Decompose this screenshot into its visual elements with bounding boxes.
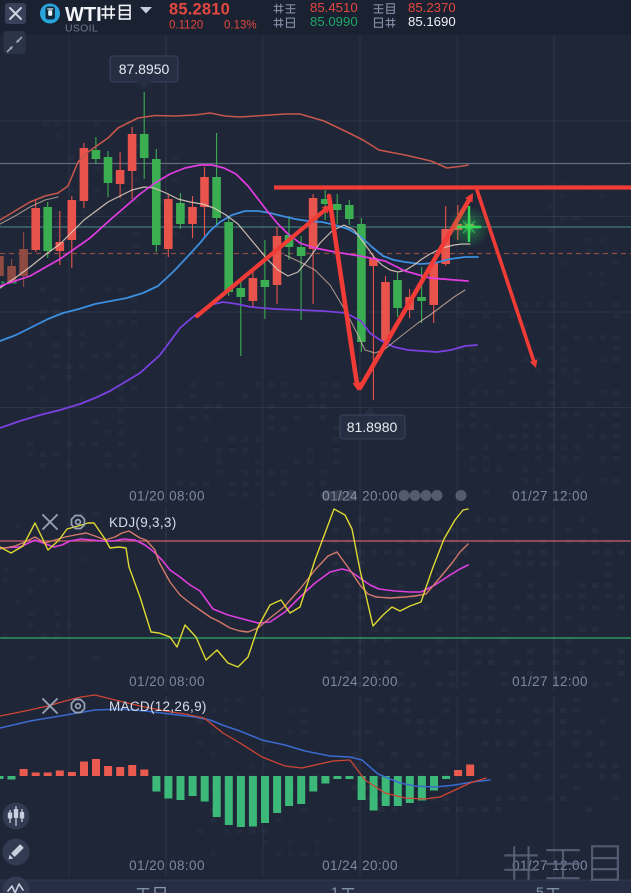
svg-text:85.0990: 85.0990: [310, 14, 358, 29]
svg-text:85.2810: 85.2810: [169, 0, 230, 18]
svg-text:USOIL: USOIL: [65, 23, 98, 35]
svg-text:01/24 20:00: 01/24 20:00: [322, 858, 398, 873]
svg-text:01/27 12:00: 01/27 12:00: [512, 489, 588, 504]
svg-text:5: 5: [536, 884, 544, 893]
svg-text:85.4510: 85.4510: [310, 0, 358, 15]
svg-text:01/20 08:00: 01/20 08:00: [129, 489, 205, 504]
svg-text:0.13%: 0.13%: [224, 19, 257, 31]
svg-text:87.8950: 87.8950: [119, 61, 170, 77]
svg-text:01/27 12:00: 01/27 12:00: [512, 674, 588, 689]
svg-text:1: 1: [331, 884, 339, 893]
svg-text:81.8980: 81.8980: [347, 419, 398, 435]
svg-text:01/24 20:00: 01/24 20:00: [322, 674, 398, 689]
svg-text:85.1690: 85.1690: [408, 14, 456, 29]
svg-text:WTI: WTI: [65, 4, 102, 26]
svg-text:0.1120: 0.1120: [169, 19, 203, 31]
svg-text:01/24 20:00: 01/24 20:00: [322, 489, 398, 504]
svg-text:MACD(12,26,9): MACD(12,26,9): [109, 699, 207, 714]
svg-text:01/20 08:00: 01/20 08:00: [129, 858, 205, 873]
svg-text:KDJ(9,3,3): KDJ(9,3,3): [109, 515, 177, 530]
svg-text:85.2370: 85.2370: [408, 0, 456, 15]
svg-text:01/20 08:00: 01/20 08:00: [129, 674, 205, 689]
